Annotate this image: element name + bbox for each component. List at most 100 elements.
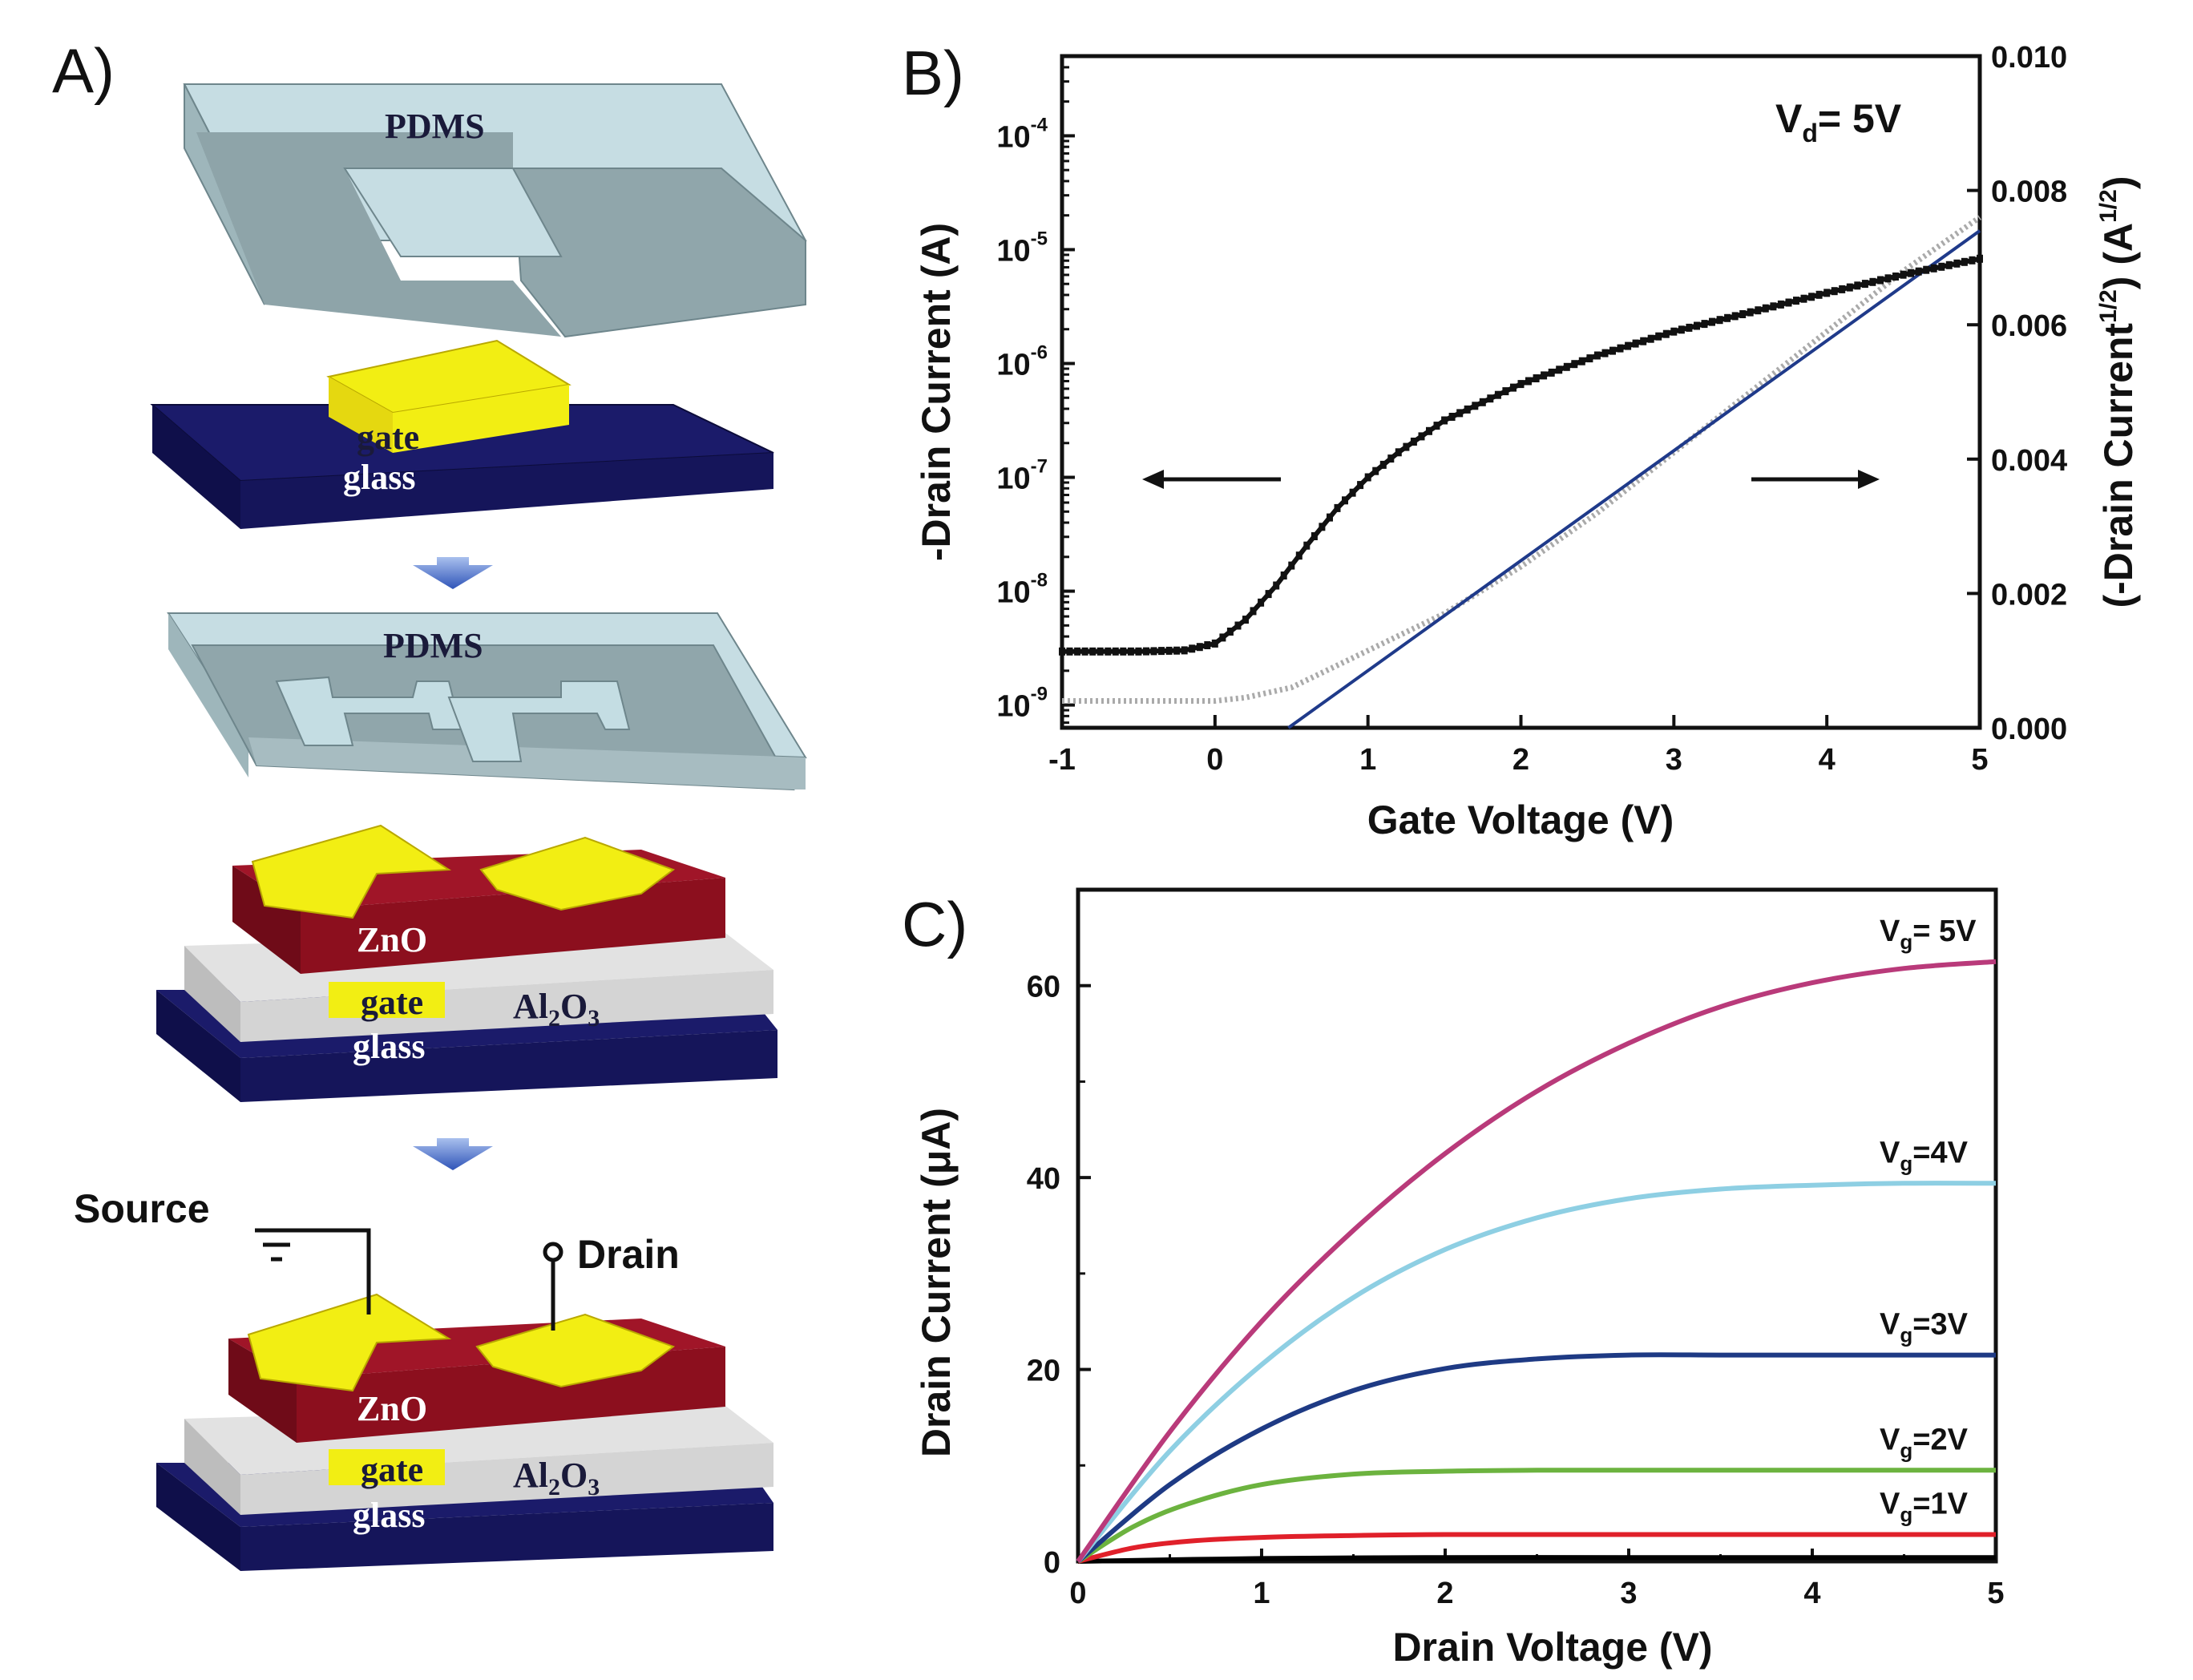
- b-drain-current-marker: [1403, 442, 1410, 451]
- c-series-line: [1076, 1352, 1996, 1564]
- b-ytick-right-label: 0.010: [1991, 41, 2067, 75]
- c-series-line: [1076, 959, 1997, 1563]
- b-drain-current-marker: [1150, 647, 1157, 656]
- b-drain-current-marker: [1854, 281, 1861, 290]
- b-drain-current-marker: [1655, 332, 1662, 341]
- b-drain-current-marker: [1135, 647, 1142, 656]
- b-drain-current-marker: [1189, 644, 1196, 653]
- b-ytick-base: 10: [996, 234, 1030, 268]
- process-arrow-2: [413, 1138, 493, 1170]
- drain-terminal-icon: [543, 1242, 563, 1262]
- c-series-label: Vg=3V: [1880, 1308, 1969, 1347]
- b-drain-current-marker: [1327, 513, 1333, 522]
- c-label-sub: g: [1900, 1323, 1912, 1347]
- b-drain-current-marker: [1226, 628, 1234, 636]
- b-drain-current-marker: [1127, 647, 1134, 656]
- panel-b-letter: B): [902, 38, 964, 108]
- al2o3-label-3: Al2O3: [513, 1456, 600, 1500]
- b-drain-current-marker: [1502, 387, 1509, 396]
- b-drain-current-marker: [1609, 346, 1616, 355]
- b-ytick-right-label: 0.000: [1991, 713, 2067, 746]
- annotation-sub: d: [1802, 119, 1818, 147]
- c-series-line: [1077, 1532, 1996, 1564]
- ylabel-right-mid: ) (A: [2096, 223, 2141, 289]
- b-ytick-right-label: 0.008: [1991, 176, 2067, 209]
- gate-side-1: [393, 385, 569, 453]
- gate-front-1: [329, 377, 393, 453]
- c-ytick-label: 40: [1027, 1162, 1060, 1196]
- b-drain-current-marker: [1977, 254, 1983, 263]
- b-drain-current-marker: [1096, 647, 1104, 656]
- c-label-main: V: [1880, 1308, 1900, 1342]
- ylabel-right-end: ): [2096, 176, 2141, 190]
- c-xtick-label: 1: [1253, 1577, 1270, 1610]
- panel-a: A) PDMS gate glass: [52, 35, 807, 1571]
- annotation-rest: = 5V: [1818, 96, 1902, 141]
- b-drain-current-marker: [1785, 298, 1792, 307]
- c-series-label: Vg=4V: [1880, 1136, 1969, 1175]
- chart-b-xlabel: Gate Voltage (V): [1367, 798, 1674, 842]
- source-label: Source: [74, 1186, 210, 1231]
- pdms-main-face: [196, 132, 561, 337]
- glass-side-2: [240, 1030, 777, 1102]
- c-series-line: [1076, 1181, 1997, 1563]
- b-drain-current-marker: [1716, 316, 1723, 325]
- pdms-channel: [343, 168, 563, 257]
- al2o3-label-2-sub2: 2: [548, 1005, 560, 1032]
- b-ytick-base: 10: [996, 120, 1030, 154]
- b-drain-current-marker: [1647, 334, 1654, 343]
- c-label-rest: =2V: [1912, 1423, 1968, 1456]
- b-drain-current-marker: [1961, 257, 1968, 266]
- al2o3-side-2: [240, 970, 773, 1042]
- b-drain-current-marker: [1525, 377, 1532, 386]
- c-label-rest: =3V: [1912, 1308, 1968, 1342]
- b-ytick-left-label: 10-8: [996, 570, 1048, 610]
- b-drain-current-marker: [1448, 413, 1456, 421]
- b-drain-current-marker: [1426, 426, 1432, 435]
- b-drain-current-marker: [1593, 351, 1601, 360]
- b-xtick-label: 0: [1206, 743, 1223, 777]
- b-drain-current-marker: [1670, 327, 1678, 336]
- zno-front-3: [228, 1339, 297, 1443]
- zno-front-2: [232, 866, 301, 974]
- b-ytick-base: 10: [996, 348, 1030, 382]
- b-drain-current-marker: [1280, 571, 1287, 580]
- arrow-down-icon: [413, 1138, 493, 1170]
- b-drain-current-marker: [1548, 368, 1555, 377]
- b-drain-current-marker: [1930, 264, 1937, 273]
- b-drain-current-marker: [1234, 621, 1242, 630]
- b-drain-current-marker: [1472, 402, 1479, 410]
- substrate-stage-1: gate glass: [150, 339, 774, 529]
- b-drain-current-marker: [1418, 432, 1425, 441]
- b-drain-current-marker: [1793, 297, 1799, 305]
- b-drain-current-marker: [1120, 647, 1127, 656]
- al2o3-label-2-sub3: 3: [588, 1005, 600, 1032]
- b-drain-current-marker: [1433, 422, 1440, 430]
- source-wire: [277, 1228, 371, 1315]
- ylabel-right-sup2: 1/2: [2095, 189, 2122, 223]
- b-drain-current-marker: [1303, 541, 1311, 550]
- b-drain-current-marker: [1089, 647, 1096, 656]
- b-drain-current-marker: [1908, 269, 1915, 277]
- zno-label-3: ZnO: [357, 1389, 427, 1428]
- b-drain-current-marker: [1632, 339, 1639, 348]
- b-drain-current-marker: [1869, 277, 1876, 286]
- b-drain-current-marker: [1517, 380, 1525, 389]
- b-ytick-left-label: 10-9: [996, 684, 1048, 724]
- ylabel-right-sup1: 1/2: [2095, 289, 2122, 323]
- zno-side-2: [301, 878, 725, 974]
- b-drain-current-marker: [1945, 260, 1953, 269]
- pdms-stamp-patterned: PDMS: [167, 612, 807, 791]
- b-xtick-label: -1: [1048, 743, 1076, 777]
- b-drain-current-marker: [1081, 647, 1088, 656]
- b-ytick-right-label: 0.002: [1991, 578, 2067, 612]
- b-drain-current-marker: [1258, 598, 1265, 607]
- drain-electrode-3: [475, 1313, 676, 1388]
- c-series-label: Vg= 5V: [1880, 915, 1977, 954]
- glass-side-3: [240, 1503, 773, 1571]
- b-drain-current-marker: [1731, 312, 1739, 321]
- b-drain-current-marker: [1319, 523, 1326, 531]
- b-drain-current-marker: [1112, 647, 1119, 656]
